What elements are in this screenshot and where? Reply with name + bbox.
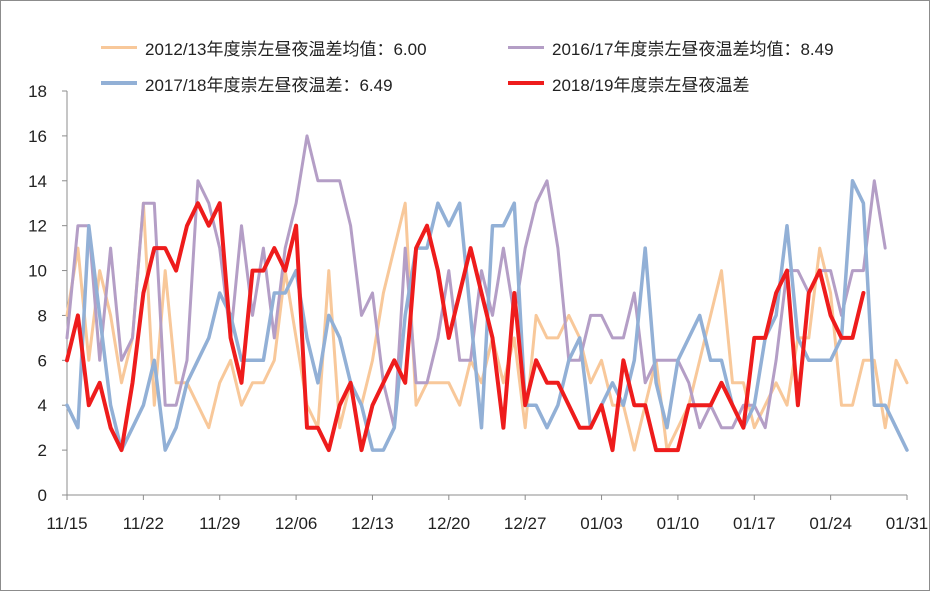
legend-label-series-1: 2012/13年度崇左昼夜温差均值：6.00	[145, 39, 427, 59]
series-line-2	[65, 134, 887, 430]
x-tick-label: 12/27	[504, 514, 547, 533]
x-tick-label: 01/10	[657, 514, 700, 533]
y-tick-label: 14	[28, 172, 47, 191]
series-layer	[65, 134, 909, 453]
legend-label-series-4: 2018/19年度崇左昼夜温差	[552, 75, 750, 95]
y-tick-label: 4	[38, 396, 47, 415]
chart-legend: 2012/13年度崇左昼夜温差均值：6.00 2016/17年度崇左昼夜温差均值…	[101, 29, 921, 101]
tick-label-layer: 0 2 4 6 8 10 12 14 16 18 11/15 11/22 11/29 12/06 12/13…	[28, 82, 928, 533]
x-tick-label: 11/15	[46, 514, 87, 533]
legend-item-series-1: 2012/13年度崇左昼夜温差均值：6.00	[101, 29, 427, 65]
x-tick-label: 11/29	[199, 514, 240, 533]
series-line-1	[65, 201, 909, 452]
y-tick-label: 6	[38, 351, 47, 370]
legend-swatch-series-4	[508, 81, 544, 85]
x-tick-label: 01/31	[886, 514, 929, 533]
legend-swatch-series-3	[101, 81, 137, 85]
y-tick-label: 10	[28, 262, 47, 281]
y-tick-label: 8	[38, 306, 47, 325]
legend-item-series-3: 2017/18年度崇左昼夜温差：6.49	[101, 65, 393, 101]
y-tick-label: 16	[28, 127, 47, 146]
legend-label-series-3: 2017/18年度崇左昼夜温差：6.49	[145, 75, 393, 95]
y-tick-label: 0	[38, 486, 47, 505]
legend-swatch-series-1	[101, 45, 137, 49]
legend-swatch-series-2	[508, 45, 544, 49]
series-line-4	[65, 201, 866, 453]
y-tick-label: 2	[38, 441, 47, 460]
y-tick-label: 12	[28, 217, 47, 236]
x-tick-label: 01/17	[733, 514, 776, 533]
x-tick-label: 12/13	[351, 514, 394, 533]
x-tick-label: 01/24	[809, 514, 852, 533]
legend-label-series-2: 2016/17年度崇左昼夜温差均值：8.49	[552, 39, 834, 59]
x-tick-label: 12/20	[428, 514, 471, 533]
axis-layer	[62, 90, 908, 500]
legend-item-series-4: 2018/19年度崇左昼夜温差	[508, 65, 749, 101]
x-tick-label: 11/22	[123, 514, 164, 533]
x-tick-label: 12/06	[275, 514, 318, 533]
y-tick-label: 18	[28, 82, 47, 101]
legend-item-series-2: 2016/17年度崇左昼夜温差均值：8.49	[508, 29, 834, 65]
x-tick-label: 01/03	[580, 514, 623, 533]
